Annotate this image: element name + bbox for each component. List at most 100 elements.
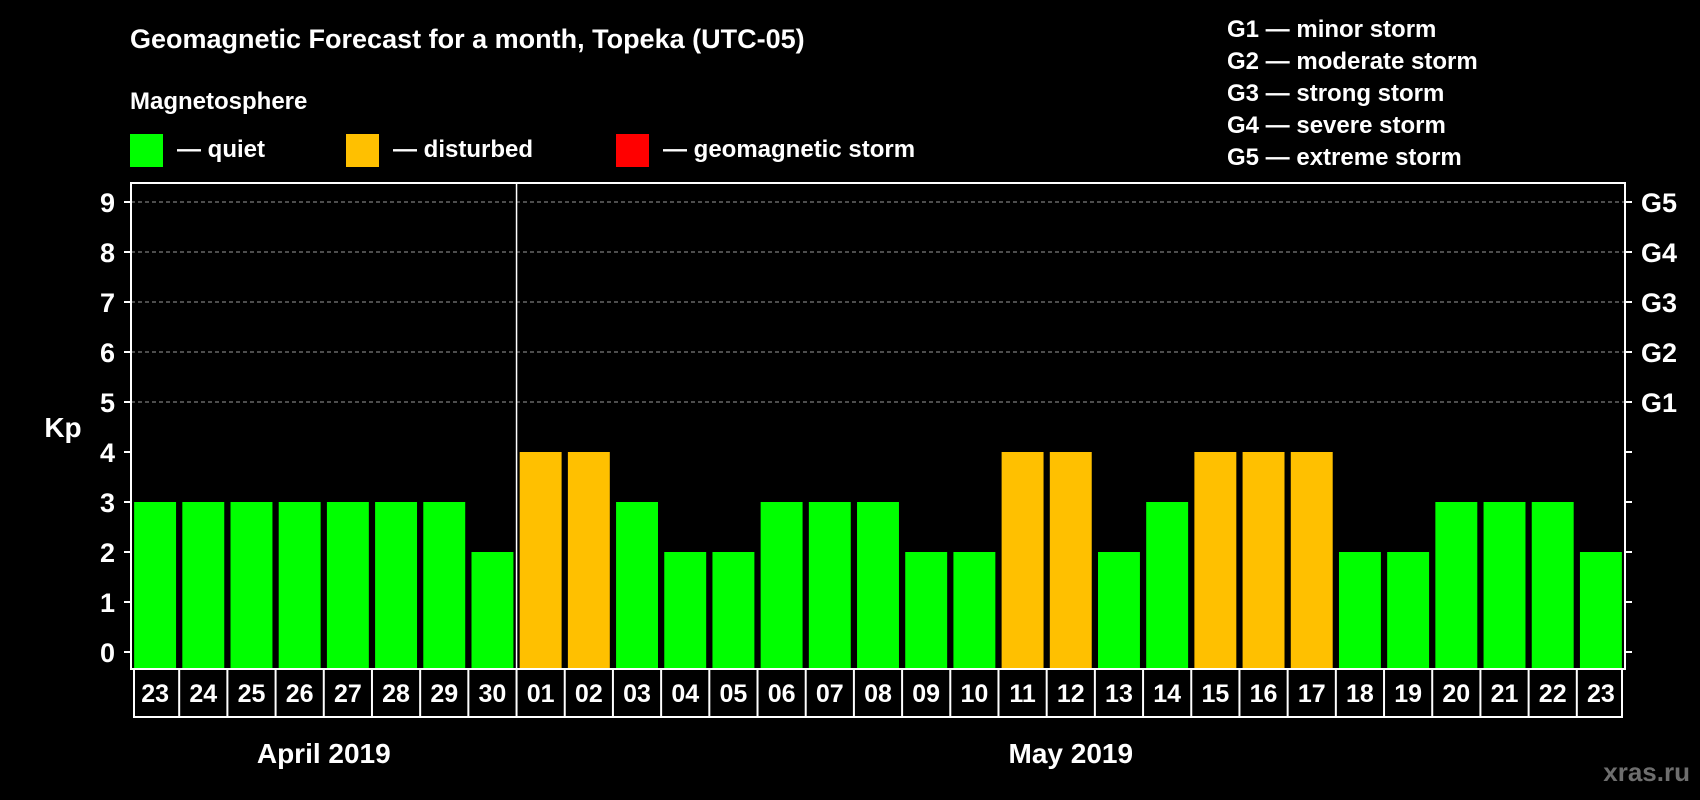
storm-scale-g3: G3 — strong storm xyxy=(1227,80,1444,107)
y-tick-label: 8 xyxy=(100,238,115,268)
x-tick-label: 21 xyxy=(1491,680,1519,708)
x-tick-label: 01 xyxy=(527,680,555,708)
x-tick-label: 22 xyxy=(1539,680,1567,708)
legend-swatch-quiet xyxy=(130,134,163,167)
bar xyxy=(664,552,707,669)
bar xyxy=(905,552,948,669)
bar xyxy=(471,552,514,669)
bar xyxy=(1338,552,1381,669)
x-tick-label: 24 xyxy=(189,680,217,708)
bar xyxy=(375,502,418,669)
x-tick-label: 25 xyxy=(238,680,266,708)
bar xyxy=(1531,502,1574,669)
storm-scale-g5: G5 — extreme storm xyxy=(1227,144,1462,171)
bar xyxy=(760,502,803,669)
x-tick-label: 20 xyxy=(1442,680,1470,708)
legend-label-storm: — geomagnetic storm xyxy=(663,136,915,163)
bar xyxy=(1242,452,1285,669)
x-tick-label: 11 xyxy=(1009,680,1036,708)
storm-level-label: G3 xyxy=(1641,288,1677,318)
y-tick-label: 0 xyxy=(100,638,115,668)
legend-label-quiet: — quiet xyxy=(177,136,265,163)
bar xyxy=(230,502,273,669)
y-tick-label: 3 xyxy=(100,488,115,518)
x-tick-label: 26 xyxy=(286,680,314,708)
y-axis-label: Kp xyxy=(44,412,81,443)
x-tick-label: 19 xyxy=(1394,680,1422,708)
x-tick-label: 13 xyxy=(1105,680,1133,708)
bar xyxy=(567,452,610,669)
storm-level-label: G5 xyxy=(1641,188,1677,218)
legend-label-disturbed: — disturbed xyxy=(393,136,533,163)
bar xyxy=(1098,552,1140,669)
bar xyxy=(712,552,755,669)
bar xyxy=(1194,452,1237,669)
legend-swatch-disturbed xyxy=(346,134,379,167)
bar xyxy=(1435,502,1478,669)
x-tick-label: 27 xyxy=(334,680,362,708)
bar xyxy=(1146,502,1189,669)
storm-level-label: G4 xyxy=(1641,238,1677,268)
x-tick-label: 10 xyxy=(960,680,988,708)
grid-layer xyxy=(131,201,1625,403)
x-tick-label: 30 xyxy=(479,680,507,708)
y-tick-label: 1 xyxy=(100,588,115,618)
x-tick-label: 04 xyxy=(671,680,699,708)
x-tick-label: 05 xyxy=(720,680,748,708)
legend-title: Magnetosphere xyxy=(130,88,307,115)
x-tick-label: 18 xyxy=(1346,680,1374,708)
chart-title: Geomagnetic Forecast for a month, Topeka… xyxy=(130,24,805,54)
x-tick-label: 23 xyxy=(1587,680,1615,708)
legend: — quiet — disturbed — geomagnetic storm xyxy=(130,134,915,167)
bar xyxy=(1579,552,1622,669)
bar xyxy=(616,502,658,669)
y-tick-label: 5 xyxy=(100,388,115,418)
bar xyxy=(1290,452,1333,669)
bar xyxy=(519,452,562,669)
x-tick-label: 02 xyxy=(575,680,603,708)
watermark: xras.ru xyxy=(1603,757,1690,787)
storm-level-label: G2 xyxy=(1641,338,1677,368)
x-tick-label: 06 xyxy=(768,680,796,708)
x-tick-label: 23 xyxy=(141,680,169,708)
storm-scale-g4: G4 — severe storm xyxy=(1227,112,1446,139)
y-tick-label: 7 xyxy=(100,288,115,318)
y-tick-label: 4 xyxy=(100,438,115,468)
storm-scale-g1: G1 — minor storm xyxy=(1227,16,1436,43)
bar xyxy=(857,502,899,669)
bar xyxy=(1387,552,1430,669)
y-tick-label: 9 xyxy=(100,188,115,218)
x-tick-label: 28 xyxy=(382,680,410,708)
x-tick-label: 03 xyxy=(623,680,651,708)
x-tick-label: 09 xyxy=(912,680,940,708)
month-label: May 2019 xyxy=(1009,738,1134,769)
month-label: April 2019 xyxy=(257,738,391,769)
bar xyxy=(182,502,225,669)
x-tick-label: 29 xyxy=(430,680,458,708)
storm-scale-g2: G2 — moderate storm xyxy=(1227,48,1478,75)
bar xyxy=(326,502,369,669)
storm-level-label: G1 xyxy=(1641,388,1677,418)
x-tick-label: 07 xyxy=(816,680,844,708)
y-tick-label: 2 xyxy=(100,538,115,568)
bar xyxy=(953,552,996,669)
legend-swatch-storm xyxy=(616,134,649,167)
storm-scale-legend: G1 — minor storm G2 — moderate storm G3 … xyxy=(1227,16,1478,171)
date-row-frame xyxy=(133,668,1623,718)
bar xyxy=(423,502,466,669)
x-tick-label: 17 xyxy=(1298,680,1326,708)
bar xyxy=(278,502,321,669)
bar xyxy=(134,502,177,669)
bar-layer xyxy=(134,452,1622,669)
x-tick-label: 12 xyxy=(1057,680,1085,708)
bar xyxy=(1049,452,1092,669)
bar xyxy=(1483,502,1526,669)
x-tick-label: 14 xyxy=(1153,680,1181,708)
x-tick-label: 08 xyxy=(864,680,892,708)
bar xyxy=(1001,452,1044,669)
y-tick-label: 6 xyxy=(100,338,115,368)
x-tick-label: 16 xyxy=(1250,680,1278,708)
bar xyxy=(808,502,851,669)
